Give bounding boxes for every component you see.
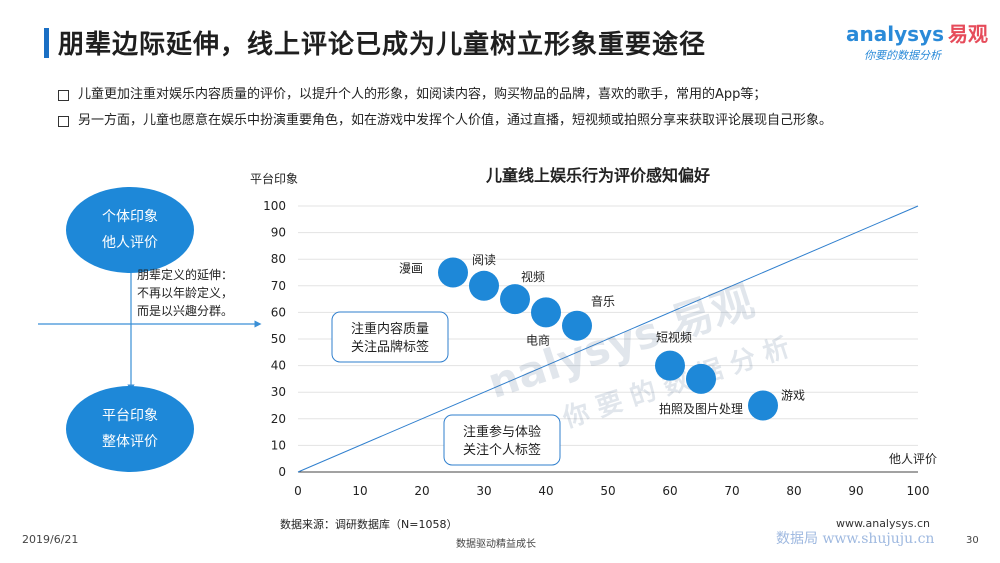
x-tick-label: 80: [786, 484, 801, 498]
y-tick-label: 10: [271, 438, 286, 452]
footer-watermark: 数据局 www.shujuju.cn: [776, 531, 935, 547]
footer-slogan: 数据驱动精益成长: [456, 539, 536, 550]
bullet-list: 儿童更加注重对娱乐内容质量的评价，以提升个人的形象，如阅读内容，购买物品的品牌，…: [56, 84, 832, 136]
data-point: [469, 270, 499, 301]
site-url[interactable]: www.analysys.cn: [836, 517, 930, 530]
x-tick-label: 50: [600, 484, 615, 498]
annotation-box: [331, 311, 449, 363]
data-point: [500, 284, 530, 315]
reference-diagonal-line: [297, 205, 919, 473]
data-point: [562, 310, 592, 341]
data-point: [438, 257, 468, 288]
bullet-text: 儿童更加注重对娱乐内容质量的评价，以提升个人的形象，如阅读内容，购买物品的品牌，…: [78, 87, 767, 102]
data-point-label: 拍照及图片处理: [659, 401, 743, 416]
page-number: 30: [966, 535, 979, 546]
y-tick-label: 90: [271, 226, 286, 240]
analysys-logo: analysys 易观 你要的数据分析: [846, 18, 988, 64]
logo-tagline: 你要的数据分析: [864, 49, 941, 62]
data-point-label: 阅读: [472, 253, 496, 267]
x-tick-label: 40: [538, 484, 553, 498]
data-point-label: 短视频: [656, 330, 692, 345]
circle-text: 个体印象: [102, 209, 158, 225]
circle-text: 整体评价: [102, 434, 158, 450]
y-tick-label: 80: [271, 252, 286, 266]
data-point-label: 游戏: [781, 389, 805, 403]
y-tick-label: 0: [278, 465, 286, 479]
logo-cn: 易观: [947, 22, 988, 46]
data-point: [686, 363, 716, 394]
y-tick-label: 40: [271, 359, 286, 373]
y-tick-label: 70: [271, 279, 286, 293]
x-tick-label: 0: [294, 484, 302, 498]
scatter-plot: 0 10 20 30 40 50 60 70 80 90 100 0 10 20 30 40 50 60 70 80 9…: [250, 166, 937, 498]
circle-text: 他人评价: [102, 235, 158, 251]
annotation-text: 注重参与体验: [463, 424, 541, 440]
y-axis-label: 平台印象: [250, 171, 298, 186]
y-tick-label: 20: [271, 412, 286, 426]
data-point: [531, 297, 561, 328]
circle-text: 平台印象: [102, 408, 158, 424]
chart-title: 儿童线上娱乐行为评价感知偏好: [485, 166, 710, 185]
y-tick-label: 30: [271, 385, 286, 399]
y-tick-label: 50: [271, 332, 286, 346]
bullet-text: 另一方面，儿童也愿意在娱乐中扮演重要角色，如在游戏中发挥个人价值，通过直播，短视…: [78, 113, 833, 128]
bullet-item: 另一方面，儿童也愿意在娱乐中扮演重要角色，如在游戏中发挥个人价值，通过直播，短视…: [56, 110, 832, 136]
data-point: [655, 350, 685, 381]
x-tick-label: 20: [414, 484, 429, 498]
x-tick-label: 100: [907, 484, 930, 498]
note-line: 而是以兴趣分群。: [137, 304, 234, 318]
data-point-label: 电商: [526, 332, 550, 347]
square-bullet-icon: [58, 90, 69, 101]
note-line: 不再以年龄定义，: [137, 286, 234, 300]
data-point-label: 视频: [521, 269, 545, 284]
x-tick-label: 60: [662, 484, 677, 498]
platform-impression-circle: 平台印象 整体评价: [66, 386, 194, 472]
data-source: 数据来源：调研数据库（N=1058）: [280, 518, 458, 531]
data-point-label: 漫画: [399, 262, 423, 276]
x-axis-label: 他人评价: [889, 452, 937, 466]
annotation-text: 关注个人标签: [463, 442, 541, 458]
note-line: 朋辈定义的延伸：: [137, 268, 234, 282]
square-bullet-icon: [58, 116, 69, 127]
data-point-label: 音乐: [591, 294, 615, 309]
page-title: 朋辈边际延伸，线上评论已成为儿童树立形象重要途径: [58, 30, 707, 60]
annotation-text: 关注品牌标签: [351, 339, 429, 355]
y-tick-label: 60: [271, 305, 286, 319]
annotation-box: [443, 414, 561, 466]
peer-definition-note: 朋辈定义的延伸： 不再以年龄定义， 而是以兴趣分群。: [137, 266, 233, 320]
x-tick-label: 30: [476, 484, 491, 498]
x-tick-label: 90: [848, 484, 863, 498]
bullet-item: 儿童更加注重对娱乐内容质量的评价，以提升个人的形象，如阅读内容，购买物品的品牌，…: [56, 84, 832, 110]
logo-a-mark: a: [846, 22, 860, 46]
data-point: [748, 390, 778, 421]
x-tick-label: 70: [724, 484, 739, 498]
footer-date: 2019/6/21: [22, 533, 79, 546]
annotation-text: 注重内容质量: [351, 321, 429, 337]
title-accent-bar: [44, 28, 49, 58]
y-tick-label: 100: [263, 199, 286, 213]
logo-brand: nalysys: [859, 22, 944, 46]
individual-impression-circle: 个体印象 他人评价: [66, 187, 194, 273]
x-tick-label: 10: [352, 484, 367, 498]
